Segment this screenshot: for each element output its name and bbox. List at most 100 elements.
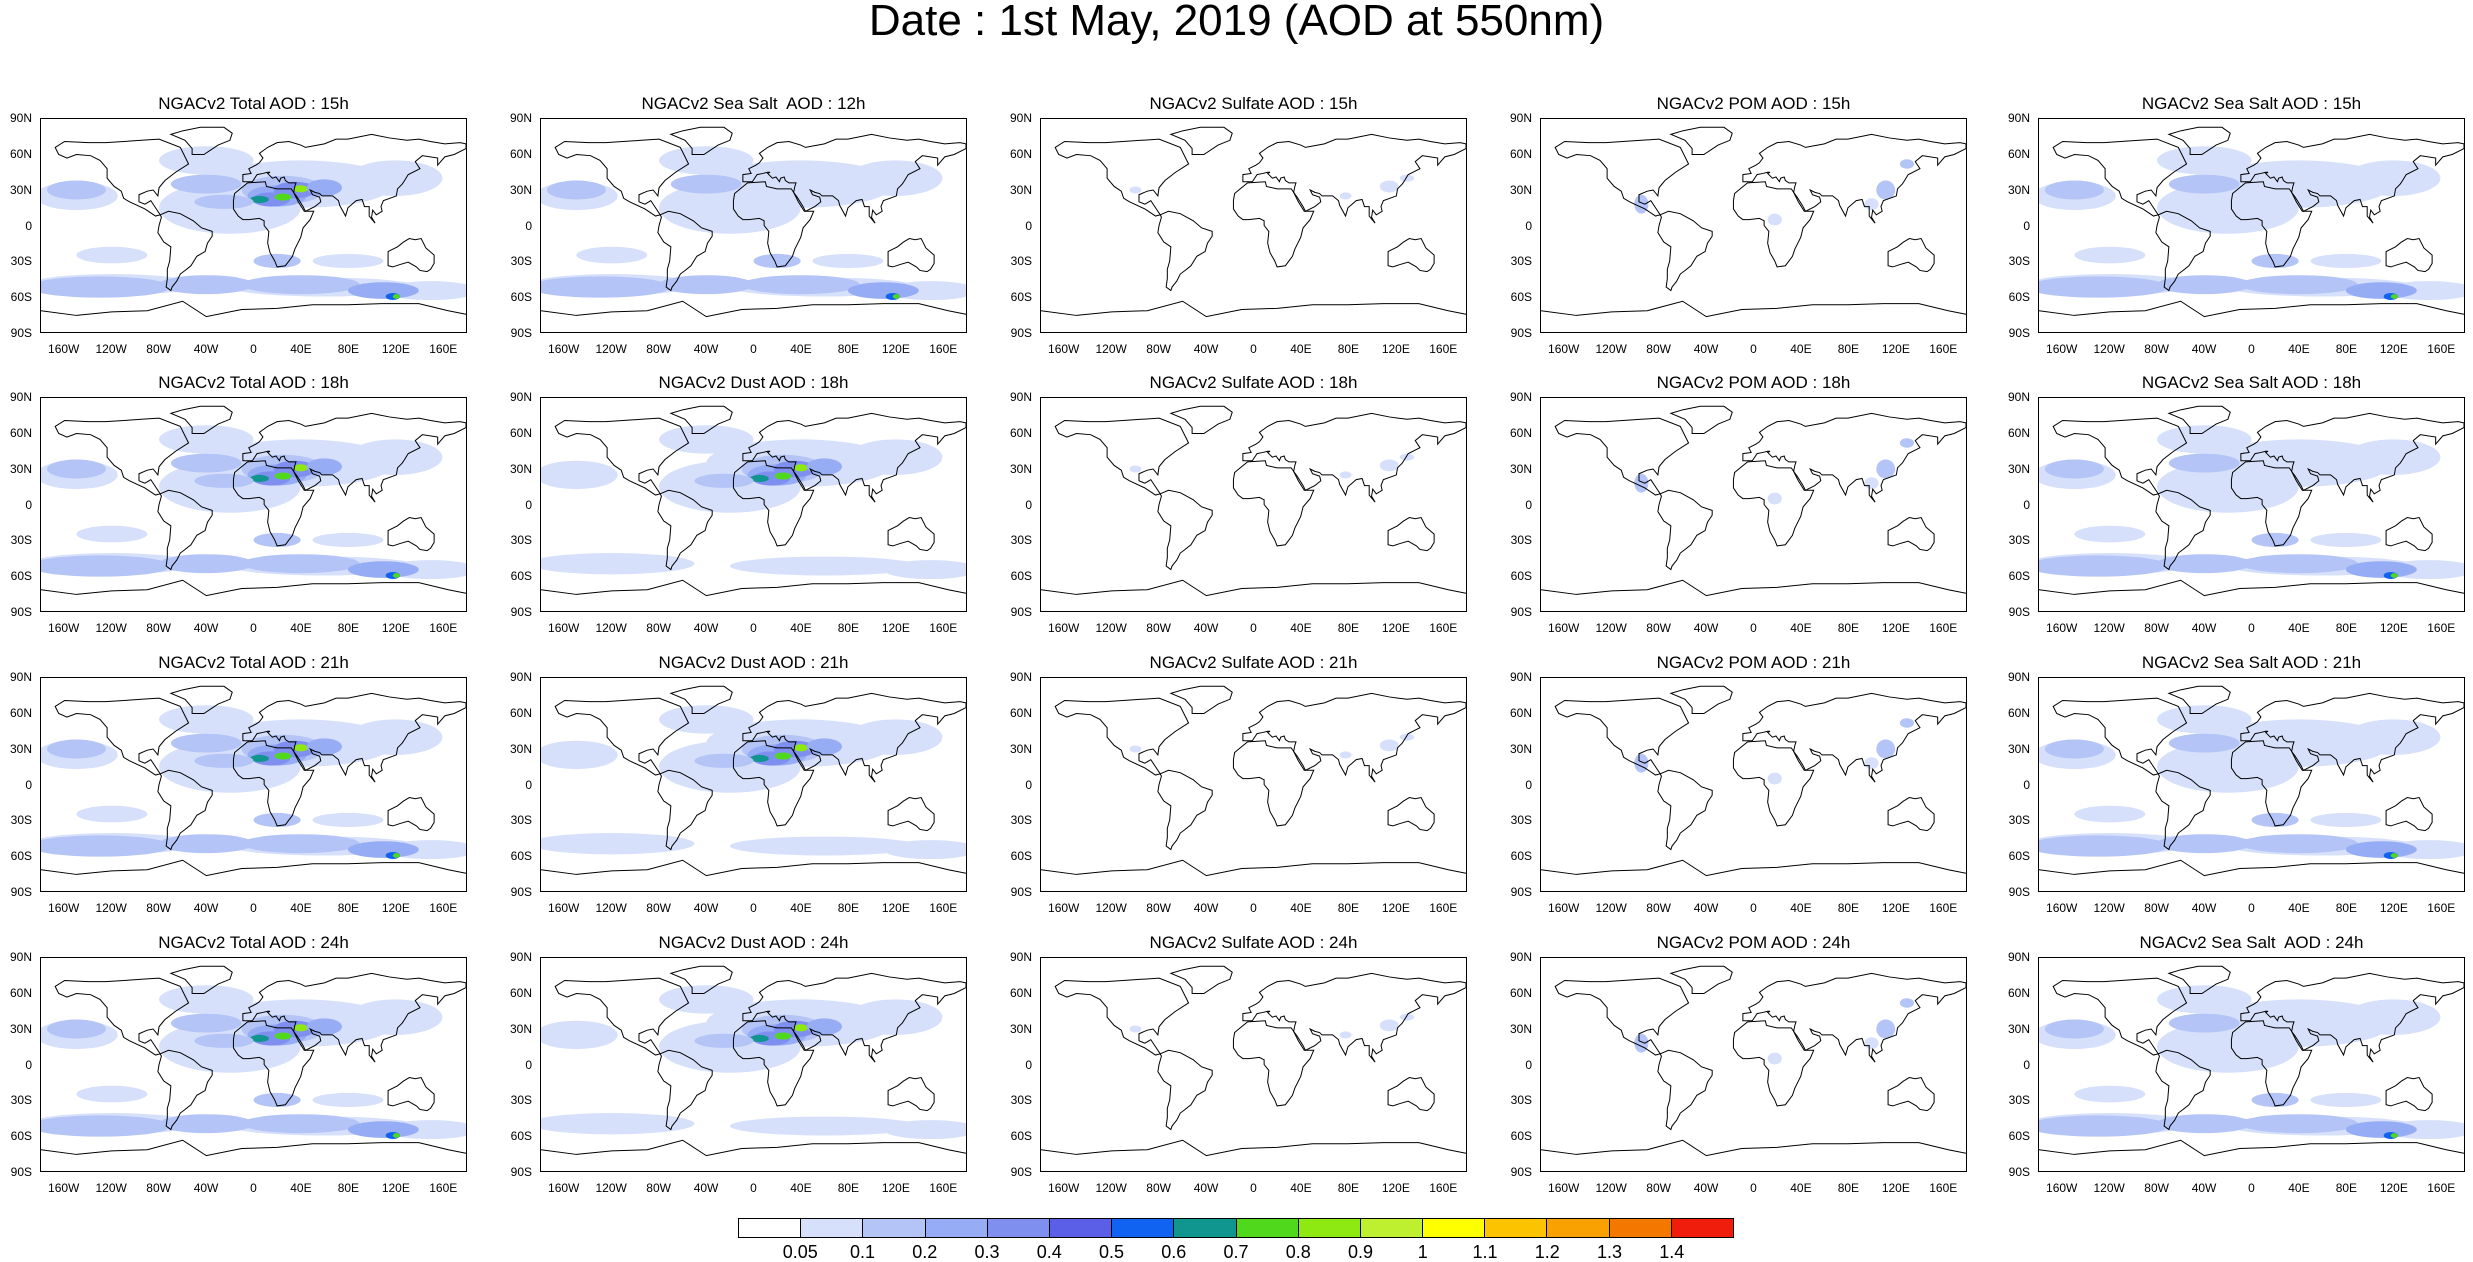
greenland-outline bbox=[1171, 127, 1232, 154]
world-map-svg bbox=[541, 119, 966, 332]
world-map-svg bbox=[1041, 678, 1466, 891]
australia-outline bbox=[888, 1078, 934, 1111]
aod-patch bbox=[2240, 275, 2358, 294]
lat-tick-label: 90N bbox=[502, 391, 532, 403]
lon-tick-label: 120W bbox=[589, 902, 633, 914]
aod-patch bbox=[159, 554, 253, 573]
south-america-outline bbox=[1658, 770, 1712, 849]
lon-tick-label: 0 bbox=[2230, 622, 2274, 634]
lat-tick-label: 60S bbox=[1502, 291, 1532, 303]
panel-title: NGACv2 Sea Salt AOD : 18h bbox=[2017, 374, 2473, 392]
panel-title: NGACv2 Sea Salt AOD : 21h bbox=[2017, 654, 2473, 672]
aod-patch bbox=[794, 1024, 808, 1031]
aod-patch bbox=[541, 461, 618, 489]
lat-tick-label: 0 bbox=[1502, 779, 1532, 791]
lon-tick-label: 120W bbox=[589, 622, 633, 634]
lon-tick-label: 80E bbox=[1826, 622, 1870, 634]
aod-patch bbox=[2157, 705, 2251, 733]
antarctica-coast-outline bbox=[1541, 860, 1966, 875]
map-panel bbox=[40, 677, 467, 892]
aod-patch bbox=[313, 1093, 384, 1107]
lon-tick-label: 0 bbox=[1732, 902, 1776, 914]
lon-tick-label: 120W bbox=[589, 343, 633, 355]
lat-tick-label: 90N bbox=[1502, 391, 1532, 403]
lon-tick-label: 80E bbox=[1326, 622, 1370, 634]
aod-patch bbox=[659, 275, 753, 294]
lon-tick-label: 40E bbox=[279, 622, 323, 634]
lon-tick-label: 80E bbox=[326, 343, 370, 355]
lat-tick-label: 90N bbox=[2, 112, 32, 124]
south-america-outline bbox=[1658, 211, 1712, 290]
map-panel bbox=[1540, 957, 1967, 1172]
lat-tick-label: 0 bbox=[502, 499, 532, 511]
aod-patch bbox=[194, 754, 253, 768]
lon-tick-label: 80E bbox=[826, 343, 870, 355]
colorbar-tick-label: 0.8 bbox=[1273, 1243, 1323, 1261]
lon-tick-label: 0 bbox=[2230, 902, 2274, 914]
lon-tick-label: 120E bbox=[374, 902, 418, 914]
lat-tick-label: 90S bbox=[1002, 1166, 1032, 1178]
colorbar-tick-label: 0.3 bbox=[962, 1243, 1012, 1261]
world-map-svg bbox=[1041, 398, 1466, 611]
colorbar-tick-label: 1.1 bbox=[1460, 1243, 1510, 1261]
aod-patch bbox=[659, 425, 753, 453]
africa-outline bbox=[1233, 461, 1313, 546]
lon-tick-label: 80E bbox=[1326, 343, 1370, 355]
lon-tick-label: 120W bbox=[1089, 1182, 1133, 1194]
lon-tick-label: 120W bbox=[89, 902, 133, 914]
world-map-svg bbox=[2039, 958, 2464, 1171]
lon-tick-label: 160E bbox=[2419, 622, 2463, 634]
panel-title: NGACv2 Total AOD : 18h bbox=[19, 374, 489, 392]
aod-patch bbox=[1864, 757, 1878, 769]
world-map-svg bbox=[2039, 398, 2464, 611]
aod-patch bbox=[159, 834, 253, 853]
lat-tick-label: 60N bbox=[502, 707, 532, 719]
north-america-outline bbox=[1555, 139, 1688, 216]
australia-outline bbox=[1388, 1078, 1434, 1111]
north-america-outline bbox=[1055, 698, 1188, 775]
page-title: Date : 1st May, 2019 (AOD at 550nm) bbox=[0, 0, 2473, 42]
lat-tick-label: 90S bbox=[1502, 327, 1532, 339]
lat-tick-label: 60S bbox=[2, 1130, 32, 1142]
lon-tick-label: 80W bbox=[137, 343, 181, 355]
colorbar-swatch bbox=[1672, 1219, 1733, 1237]
world-map-svg bbox=[1541, 958, 1966, 1171]
world-map-svg bbox=[1541, 678, 1966, 891]
world-map-svg bbox=[1541, 119, 1966, 332]
map-panel bbox=[1540, 677, 1967, 892]
lat-tick-label: 30S bbox=[2000, 814, 2030, 826]
lon-tick-label: 160W bbox=[1542, 1182, 1586, 1194]
lon-tick-label: 80E bbox=[1326, 1182, 1370, 1194]
aod-patch bbox=[1634, 195, 1648, 214]
australia-outline bbox=[2386, 239, 2432, 272]
aod-patch bbox=[794, 464, 808, 471]
lat-tick-label: 30S bbox=[1002, 1094, 1032, 1106]
lon-tick-label: 160E bbox=[921, 902, 965, 914]
colorbar-tick-label: 0.6 bbox=[1149, 1243, 1199, 1261]
lat-tick-label: 90N bbox=[2000, 671, 2030, 683]
panel-title: NGACv2 Dust AOD : 21h bbox=[519, 654, 989, 672]
map-panel bbox=[1040, 397, 1467, 612]
lon-tick-label: 120W bbox=[1589, 1182, 1633, 1194]
lat-tick-label: 0 bbox=[502, 779, 532, 791]
lat-tick-label: 60S bbox=[502, 291, 532, 303]
lon-tick-label: 120W bbox=[1089, 622, 1133, 634]
lat-tick-label: 0 bbox=[1502, 499, 1532, 511]
greenland-outline bbox=[1671, 127, 1732, 154]
colorbar-swatch bbox=[988, 1219, 1050, 1237]
colorbar-tick-label: 1.2 bbox=[1522, 1243, 1572, 1261]
antarctica-coast-outline bbox=[541, 301, 966, 316]
north-america-outline bbox=[1555, 418, 1688, 495]
lat-tick-label: 60S bbox=[1002, 850, 1032, 862]
aod-patch bbox=[2346, 439, 2440, 475]
aod-patch bbox=[76, 247, 147, 264]
antarctica-coast-outline bbox=[41, 860, 466, 875]
aod-patch bbox=[2074, 247, 2145, 264]
map-panel bbox=[40, 118, 467, 333]
aod-patch bbox=[2074, 806, 2145, 823]
lon-tick-label: 40E bbox=[2277, 902, 2321, 914]
aod-patch bbox=[1864, 198, 1878, 210]
lon-tick-label: 80W bbox=[1137, 622, 1181, 634]
aod-patch bbox=[541, 553, 694, 574]
lon-tick-label: 160E bbox=[1421, 622, 1465, 634]
